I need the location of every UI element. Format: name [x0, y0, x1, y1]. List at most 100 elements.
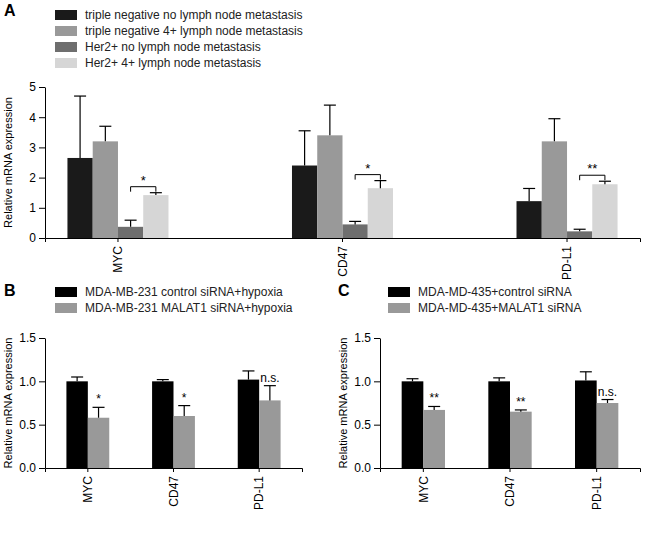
- x-tick-label: PD-L1: [590, 476, 604, 510]
- legend-label: Her2+ 4+ lymph node metastasis: [85, 56, 261, 70]
- significance-label: **: [587, 161, 597, 176]
- error-bar-cap: [99, 126, 111, 127]
- panel: BMDA-MB-231 control siRNA+hypoxiaMDA-MB-…: [2, 282, 303, 510]
- x-tick-label: MYC: [111, 246, 125, 273]
- error-bar-cap: [599, 181, 611, 182]
- y-tick-mark: [39, 178, 45, 179]
- error-bar: [242, 371, 254, 380]
- y-axis-title: Relative mRNA expression: [2, 97, 14, 228]
- error-bar-cap: [150, 192, 162, 193]
- error-bar: [523, 188, 535, 201]
- significance-label: *: [141, 173, 146, 188]
- x-tick-label: PD-L1: [252, 476, 266, 510]
- panel-label: A: [4, 2, 16, 19]
- x-tick-label: CD47: [503, 476, 517, 507]
- panel: Atriple negative no lymph node metastasi…: [2, 2, 641, 280]
- error-bar-cap: [74, 95, 86, 96]
- bar: [592, 184, 617, 238]
- error-bar: [99, 126, 111, 141]
- plot-area: [66, 371, 280, 468]
- legend-label: MDA-MD-435+control siRNA: [418, 285, 572, 299]
- error-bar-stem: [554, 119, 555, 142]
- plot-area: [402, 372, 619, 468]
- y-tick-label: 0: [29, 231, 36, 245]
- bar: [88, 418, 109, 468]
- legend: MDA-MD-435+control siRNA MDA-MD-435+MALAT…: [388, 285, 581, 315]
- error-bar: [178, 406, 190, 416]
- error-bar-stem: [98, 407, 99, 417]
- bar: [67, 158, 92, 238]
- y-tick: 2: [29, 171, 45, 185]
- bar: [510, 412, 532, 468]
- x-tick: MYC: [81, 468, 95, 503]
- y-axis: 0.00.51.01.5: [354, 331, 380, 475]
- bar: [93, 141, 118, 238]
- y-tick-mark: [39, 238, 45, 239]
- x-axis: MYC CD47 PD-L1: [46, 468, 303, 510]
- error-bar-stem: [105, 126, 106, 141]
- x-tick: MYC: [417, 468, 431, 503]
- y-tick: 1: [29, 201, 45, 215]
- bar: [597, 403, 619, 468]
- x-tick-mark: [342, 238, 343, 242]
- error-bar-cap: [602, 399, 614, 400]
- error-bar: [349, 221, 361, 224]
- bar: [517, 201, 542, 238]
- error-bar-cap: [548, 118, 560, 119]
- x-tick-label: PD-L1: [560, 246, 574, 280]
- axis-line: [380, 339, 381, 469]
- x-tick-label: MYC: [81, 476, 95, 503]
- y-tick-mark: [374, 425, 380, 426]
- panel-label: B: [4, 282, 16, 299]
- bar: [542, 141, 567, 238]
- x-tick: MYC: [111, 238, 125, 273]
- legend-swatch: [55, 26, 77, 36]
- x-tick: CD47: [167, 468, 181, 507]
- error-bar: [299, 131, 311, 166]
- error-bar: [324, 105, 336, 135]
- panel: C MDA-MD-435+control siRNA MDA-MD-435+MALA…: [337, 282, 641, 510]
- y-tick-label: 1: [29, 201, 36, 215]
- y-axis-title: Relative mRNA expression: [2, 338, 14, 469]
- error-bar: [157, 380, 169, 382]
- panel-label: C: [338, 282, 350, 299]
- x-tick: PD-L1: [252, 468, 266, 510]
- y-tick-label: 1.5: [354, 331, 371, 345]
- y-tick-mark: [39, 117, 45, 118]
- x-tick-mark: [259, 468, 260, 472]
- y-tick-mark: [39, 147, 45, 148]
- y-axis: 0.00.51.01.5: [19, 331, 45, 475]
- y-tick-mark: [39, 87, 45, 88]
- bar: [402, 381, 424, 468]
- bar: [174, 416, 195, 468]
- y-tick-mark: [39, 208, 45, 209]
- error-bar: [71, 377, 83, 381]
- error-bar: [580, 372, 592, 381]
- x-tick: CD47: [503, 468, 517, 507]
- error-bar: [74, 96, 86, 158]
- error-bar: [150, 193, 162, 195]
- error-bar-cap: [242, 370, 254, 371]
- legend-swatch: [55, 42, 77, 52]
- error-bar: [264, 386, 276, 401]
- annotations: ****: [131, 161, 605, 192]
- y-tick-mark: [374, 381, 380, 382]
- legend-label: MDA-MB-231 control siRNA+hypoxia: [85, 285, 283, 299]
- error-bar-cap: [349, 221, 361, 222]
- significance-label: n.s.: [260, 371, 279, 385]
- error-bar-stem: [79, 96, 80, 158]
- y-tick-mark: [39, 381, 45, 382]
- x-tick: CD47: [336, 238, 350, 277]
- x-tick-mark: [423, 468, 424, 472]
- error-bar-stem: [248, 371, 249, 380]
- legend-swatch: [388, 287, 410, 297]
- x-tick-mark: [567, 238, 568, 242]
- bar: [567, 231, 592, 238]
- annotations: ****n.s.: [429, 385, 617, 409]
- error-bar: [548, 119, 560, 142]
- bar: [152, 381, 173, 468]
- legend-label: MDA-MD-435+MALAT1 siRNA: [418, 301, 581, 315]
- error-bar-cap: [264, 385, 276, 386]
- y-tick: 0.0: [19, 461, 45, 475]
- error-bar-stem: [304, 131, 305, 166]
